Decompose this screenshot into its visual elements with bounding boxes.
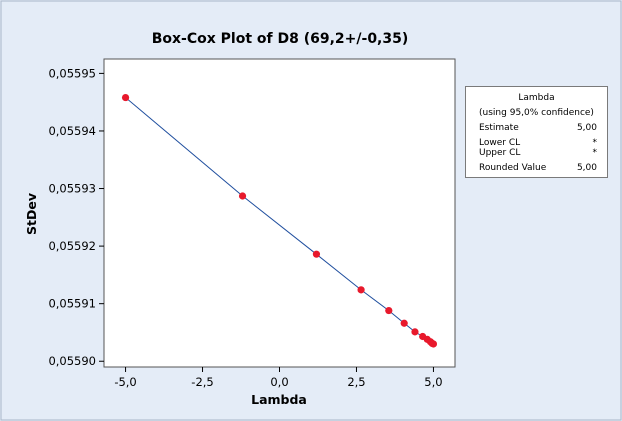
lambda-row-label: Upper CL: [479, 148, 521, 158]
y-axis: 0,05590 0,05591 0,05592 0,05593 0,05594 0,055…: [48, 66, 104, 368]
lambda-row-label: Estimate: [479, 123, 519, 133]
chart-title: Box-Cox Plot of D8 (69,2+/-0,35): [152, 31, 409, 47]
y-tick-label: 0,05593: [48, 182, 96, 196]
lambda-row-label: Rounded Value: [479, 163, 547, 173]
lambda-row-rounded-value: Rounded Value 5,00: [479, 163, 597, 174]
lambda-row-estimate: Estimate 5,00: [479, 123, 597, 134]
data-point: [238, 192, 247, 200]
x-tick-label: 2,5: [347, 375, 365, 389]
lambda-row-lower-cl: Lower CL *: [479, 138, 597, 149]
data-points: [121, 93, 438, 348]
lambda-row-value: 5,00: [576, 123, 597, 133]
lambda-box-subtitle: (using 95,0% confidence): [479, 108, 594, 118]
x-tick-label: -2,5: [191, 375, 213, 389]
data-point: [312, 250, 321, 258]
lambda-box-title: Lambda: [518, 93, 555, 103]
x-axis-title: Lambda: [251, 392, 307, 407]
lambda-row-upper-cl: Upper CL *: [479, 148, 597, 159]
x-tick-label: 0,0: [270, 375, 288, 389]
lambda-row-value: *: [592, 148, 598, 158]
y-tick-label: 0,05590: [48, 354, 96, 368]
x-tick-label: -5,0: [114, 375, 136, 389]
y-axis-title: StDev: [24, 193, 39, 235]
x-axis: -5,0 -2,5 0,0 2,5 5,0: [114, 367, 443, 389]
y-tick-label: 0,05595: [48, 66, 96, 80]
x-tick-label: 5,0: [424, 375, 442, 389]
lambda-row-value: *: [592, 138, 598, 148]
data-point: [400, 319, 408, 327]
lambda-row-value: 5,00: [576, 163, 597, 173]
data-point: [411, 328, 419, 336]
data-point: [357, 286, 365, 294]
data-point: [385, 306, 393, 315]
y-tick-label: 0,05591: [48, 297, 96, 311]
plot-area: [103, 58, 456, 368]
data-point: [429, 340, 438, 348]
y-tick-label: 0,05592: [48, 239, 96, 253]
y-tick-label: 0,05594: [48, 124, 96, 138]
lambda-row-label: Lower CL: [479, 138, 521, 148]
lambda-summary-box: Lambda (using 95,0% confidence) Estimate…: [465, 86, 608, 178]
data-point: [121, 93, 130, 102]
